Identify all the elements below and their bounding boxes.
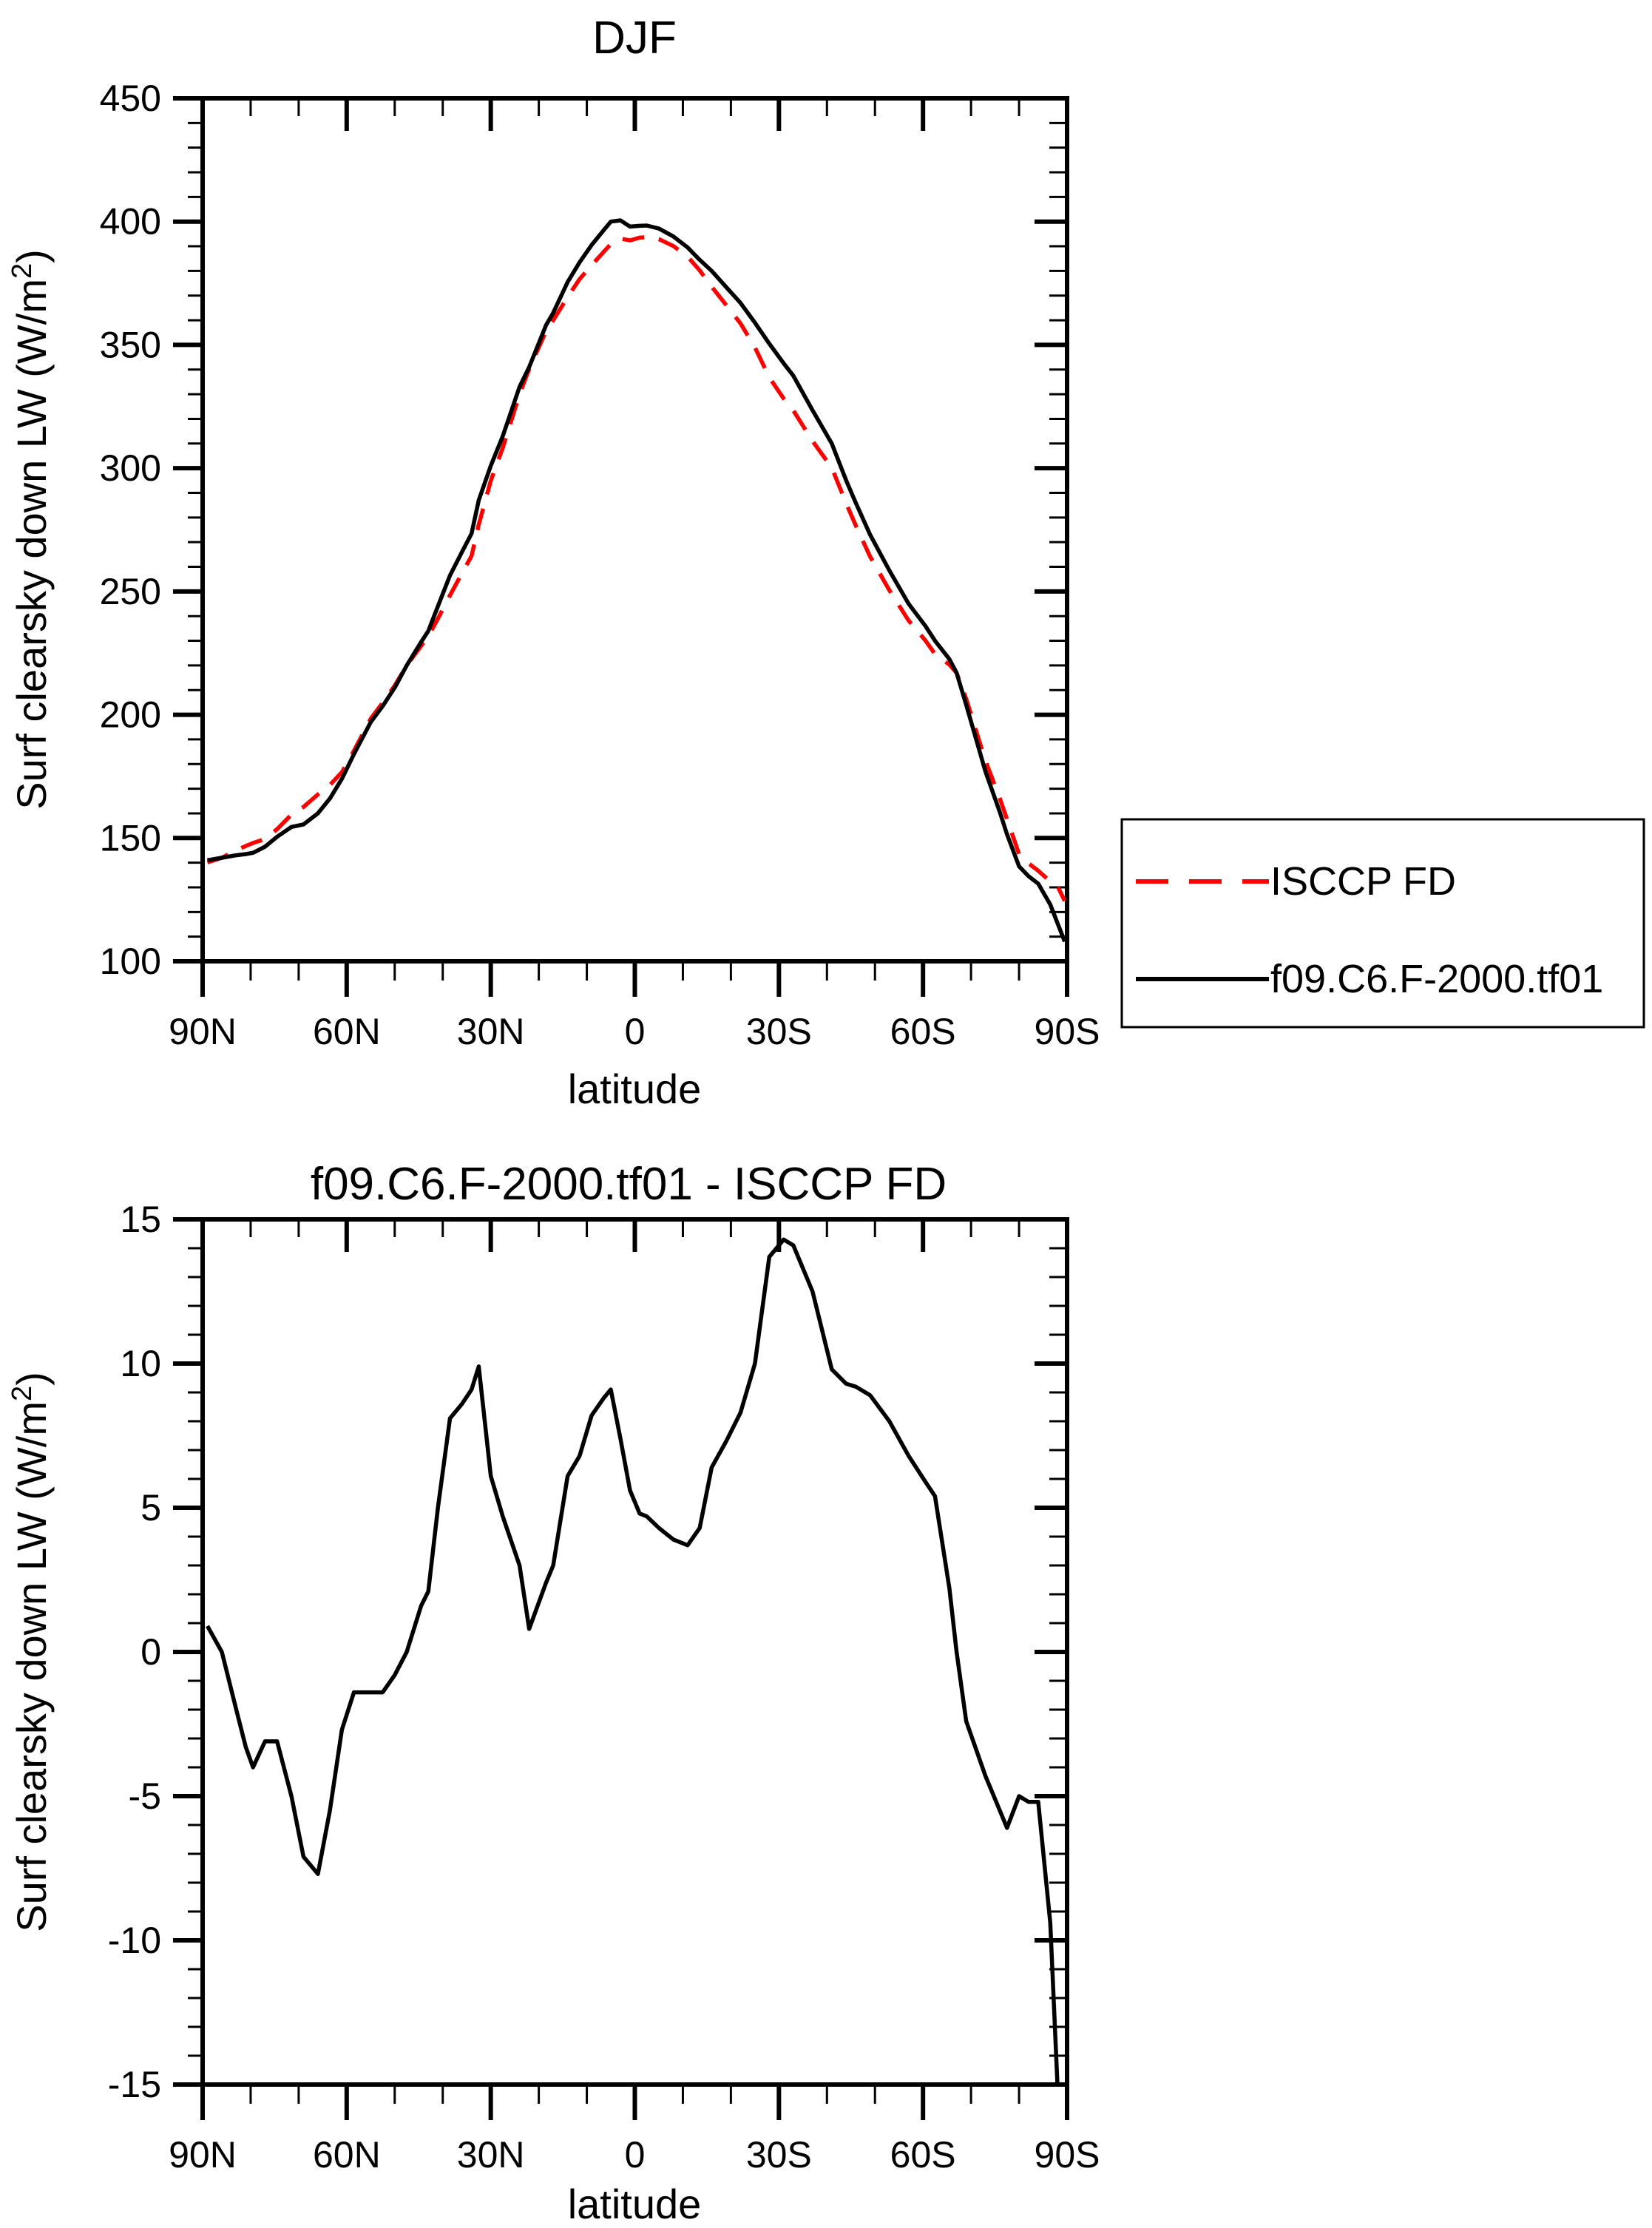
svg-text:90S: 90S bbox=[1035, 2134, 1100, 2175]
svg-text:400: 400 bbox=[100, 201, 161, 243]
svg-text:5: 5 bbox=[141, 1487, 161, 1528]
svg-text:-15: -15 bbox=[108, 2064, 161, 2105]
svg-text:60S: 60S bbox=[890, 1011, 956, 1052]
svg-text:150: 150 bbox=[100, 817, 161, 859]
panel2-y-axis-label: Surf clearsky down LW (W/m2) bbox=[7, 1372, 55, 1932]
svg-text:30N: 30N bbox=[457, 1011, 525, 1052]
svg-text:-10: -10 bbox=[108, 1920, 161, 1961]
legend-label-model: f09.C6.F-2000.tf01 bbox=[1270, 957, 1603, 1001]
panel1-x-axis-label: latitude bbox=[568, 1066, 702, 1112]
panel2-x-axis-label: latitude bbox=[568, 2181, 702, 2227]
panel2-title: f09.C6.F-2000.tf01 - ISCCP FD bbox=[311, 1159, 947, 1210]
svg-text:30S: 30S bbox=[746, 1011, 812, 1052]
svg-text:0: 0 bbox=[625, 2134, 646, 2175]
svg-text:300: 300 bbox=[100, 447, 161, 489]
svg-text:60S: 60S bbox=[890, 2134, 956, 2175]
svg-text:90N: 90N bbox=[169, 1011, 237, 1052]
svg-text:250: 250 bbox=[100, 571, 161, 612]
panel1-y-axis-label: Surf clearsky down LW (W/m2) bbox=[7, 249, 55, 810]
panel1-plot: 100 150 200 250 300 350 400 450 90N 60N 30N 0 30S 60S… bbox=[100, 78, 1100, 1052]
svg-text:-5: -5 bbox=[129, 1775, 161, 1817]
svg-text:15: 15 bbox=[120, 1199, 161, 1240]
svg-text:100: 100 bbox=[100, 941, 161, 982]
svg-text:10: 10 bbox=[120, 1343, 161, 1384]
svg-text:90S: 90S bbox=[1035, 1011, 1100, 1052]
svg-text:90N: 90N bbox=[169, 2134, 237, 2175]
svg-text:30N: 30N bbox=[457, 2134, 525, 2175]
svg-text:30S: 30S bbox=[746, 2134, 812, 2175]
panel2-plot: -15 -10 -5 0 5 10 15 90N 60N 30N 0 30S 60S 90S bbox=[108, 1199, 1100, 2175]
svg-text:60N: 60N bbox=[313, 2134, 381, 2175]
svg-text:0: 0 bbox=[625, 1011, 646, 1052]
legend-box bbox=[1120, 818, 1645, 1029]
svg-text:60N: 60N bbox=[313, 1011, 381, 1052]
svg-text:200: 200 bbox=[100, 694, 161, 736]
legend: ISCCP FD f09.C6.F-2000.tf01 bbox=[1120, 818, 1645, 1029]
svg-text:450: 450 bbox=[100, 78, 161, 119]
svg-text:0: 0 bbox=[141, 1631, 161, 1673]
svg-text:350: 350 bbox=[100, 324, 161, 365]
panel1-title: DJF bbox=[592, 13, 677, 64]
legend-label-isccp-fd: ISCCP FD bbox=[1270, 859, 1456, 904]
